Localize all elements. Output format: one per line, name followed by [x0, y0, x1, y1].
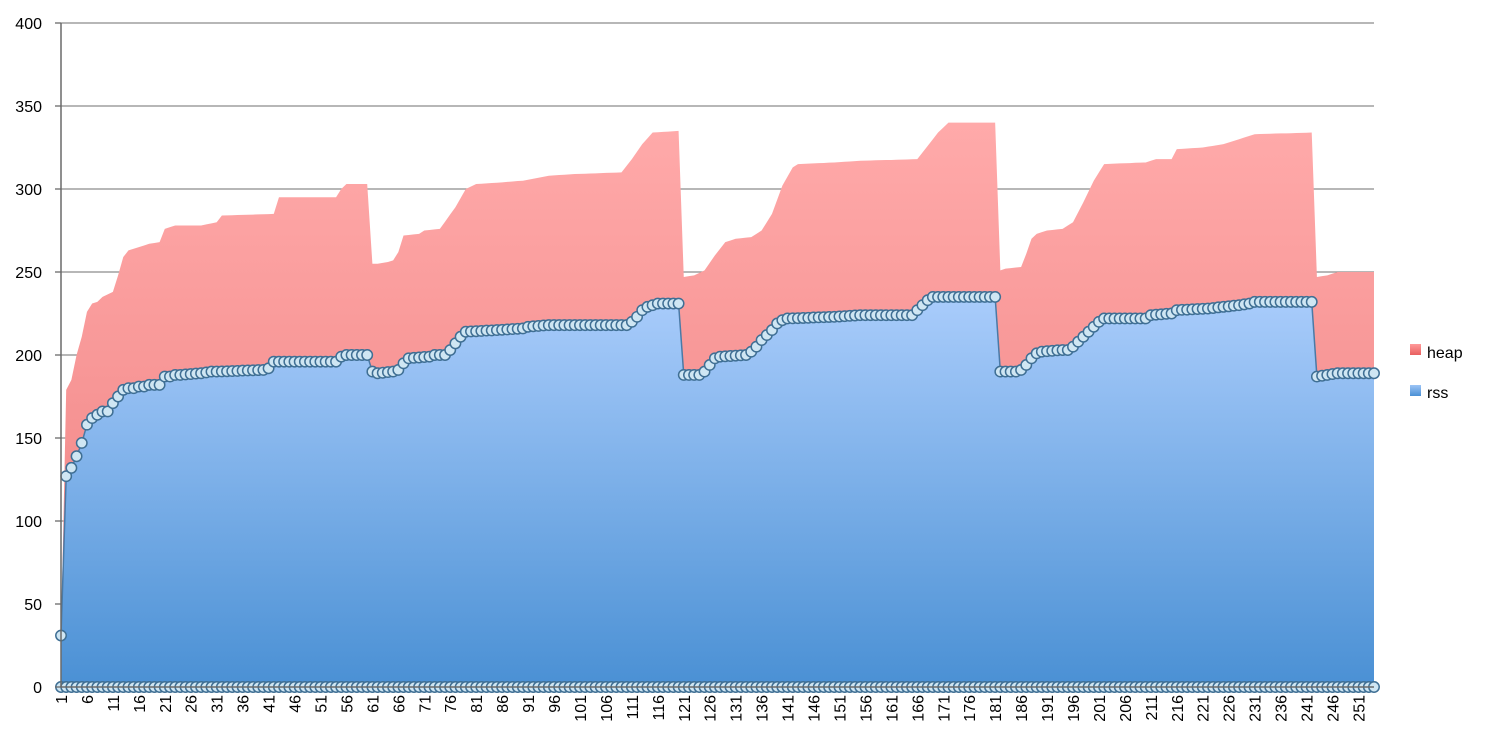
x-tick-label: 176 — [962, 695, 979, 722]
legend: heap rss — [1410, 344, 1463, 402]
x-tick-label: 171 — [936, 695, 953, 722]
x-tick-label: 51 — [313, 695, 330, 713]
x-tick-label: 156 — [858, 695, 875, 722]
x-tick-label: 131 — [729, 695, 746, 722]
y-tick-label: 300 — [15, 182, 42, 199]
legend-swatch-rss — [1410, 385, 1421, 396]
x-tick-label: 91 — [521, 695, 538, 713]
x-tick-label: 11 — [106, 695, 123, 712]
x-tick-label: 146 — [807, 695, 824, 722]
x-tick-label: 61 — [365, 695, 382, 713]
x-tick-label: 111 — [625, 695, 642, 719]
x-tick-label: 41 — [262, 695, 279, 713]
rss-point — [75, 437, 88, 449]
x-tick-label: 166 — [910, 695, 927, 722]
x-tick-label: 56 — [339, 695, 356, 713]
x-tick-label: 181 — [988, 695, 1005, 722]
x-tick-label: 226 — [1222, 695, 1239, 722]
y-tick-label: 100 — [15, 514, 42, 531]
x-tick-label: 246 — [1325, 695, 1342, 722]
y-axis-ticks: 0 50 100 150 200 250 300 350 400 — [15, 16, 61, 697]
legend-label-heap: heap — [1427, 345, 1463, 362]
x-tick-label: 236 — [1274, 695, 1291, 722]
x-tick-label: 6 — [80, 695, 97, 704]
x-tick-label: 201 — [1092, 695, 1109, 722]
rss-point — [70, 450, 83, 463]
rss-point — [1368, 367, 1380, 380]
x-tick-label: 116 — [651, 695, 668, 721]
x-tick-label: 186 — [1014, 695, 1031, 722]
x-axis-ticks: 1 6 11 16 21 26 31 36 41 46 51 56 61 66 71 76 81 86 91 96 10… — [54, 695, 1368, 722]
x-tick-label: 36 — [236, 695, 253, 713]
y-tick-label: 200 — [15, 348, 42, 365]
rss-point — [361, 349, 374, 361]
x-tick-label: 71 — [417, 695, 434, 713]
rss-point — [989, 290, 1002, 303]
x-tick-label: 196 — [1066, 695, 1083, 722]
y-tick-label: 350 — [15, 99, 42, 116]
x-tick-label: 86 — [495, 695, 512, 713]
x-tick-label: 101 — [573, 695, 590, 722]
x-tick-label: 121 — [677, 695, 694, 722]
x-tick-label: 1 — [54, 695, 71, 704]
rss-point — [1305, 295, 1318, 308]
legend-label-rss: rss — [1427, 385, 1448, 402]
x-tick-label: 136 — [755, 695, 772, 722]
x-tick-label: 126 — [703, 695, 720, 722]
y-tick-label: 400 — [15, 16, 42, 33]
x-tick-label: 161 — [884, 695, 901, 722]
x-tick-label: 66 — [391, 695, 408, 713]
y-tick-label: 50 — [24, 597, 42, 614]
rss-point — [672, 297, 685, 310]
rss-point — [101, 405, 114, 418]
x-tick-label: 46 — [288, 695, 305, 713]
x-tick-label: 16 — [132, 695, 149, 713]
y-tick-label: 0 — [33, 680, 42, 697]
x-tick-label: 141 — [781, 695, 798, 722]
rss-point — [65, 461, 78, 474]
x-tick-label: 191 — [1040, 695, 1057, 722]
x-tick-label: 81 — [469, 695, 486, 713]
x-tick-label: 231 — [1248, 695, 1265, 722]
x-tick-label: 221 — [1196, 695, 1213, 722]
legend-swatch-heap — [1410, 344, 1421, 355]
x-tick-label: 31 — [210, 695, 227, 713]
x-tick-label: 211 — [1144, 695, 1161, 721]
x-tick-label: 21 — [158, 695, 175, 713]
x-tick-label: 76 — [443, 695, 460, 713]
rss-point — [153, 378, 166, 391]
rss-area — [61, 296, 1374, 687]
rss-marker-row — [55, 290, 1380, 642]
x-tick-label: 106 — [599, 695, 616, 722]
x-tick-label: 216 — [1170, 695, 1187, 722]
x-tick-label: 251 — [1351, 695, 1368, 722]
x-tick-label: 241 — [1300, 695, 1317, 722]
y-tick-label: 150 — [15, 431, 42, 448]
x-tick-label: 151 — [832, 695, 849, 722]
x-tick-label: 96 — [547, 695, 564, 713]
plot-areas — [60, 122, 1374, 688]
x-tick-label: 26 — [184, 695, 201, 713]
x-tick-label: 206 — [1118, 695, 1135, 722]
y-tick-label: 250 — [15, 265, 42, 282]
